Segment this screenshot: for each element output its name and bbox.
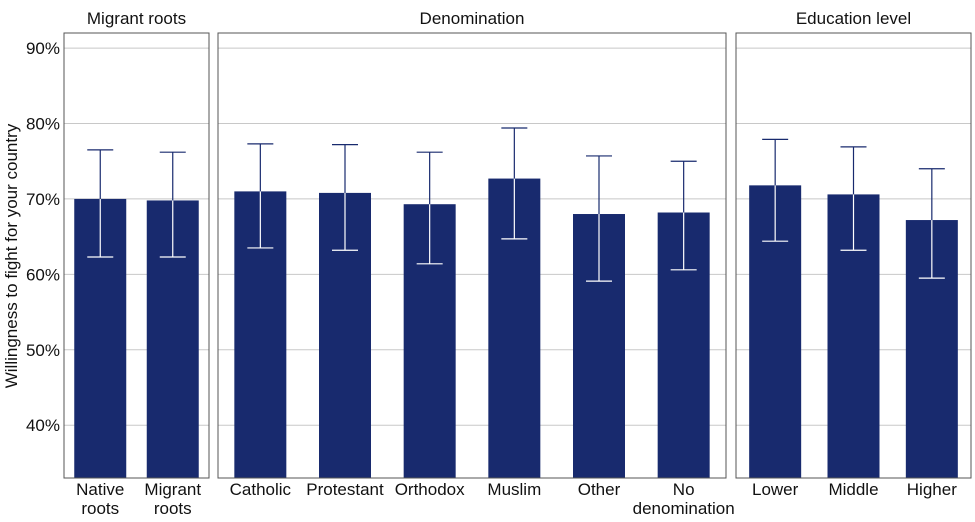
x-tick-label: Migrant — [144, 480, 201, 499]
x-tick-label: Muslim — [487, 480, 541, 499]
facet-panel: Education level Lower Middle Higher — [735, 9, 972, 499]
y-tick-label: 90% — [26, 39, 60, 58]
plot-area: 40%50%60%70%80%90%Migrant rootsNativeroo… — [26, 9, 972, 518]
facet-title: Denomination — [420, 9, 525, 28]
x-tick-label: Middle — [828, 480, 878, 499]
x-tick-label: roots — [81, 499, 119, 518]
x-tick-label: Orthodox — [395, 480, 465, 499]
panel-border — [217, 32, 727, 479]
y-tick-label: 50% — [26, 341, 60, 360]
y-tick-label: 60% — [26, 265, 60, 284]
facet-panel: Denomination Catholic Protestant Orthodox Mu… — [217, 9, 735, 518]
y-tick-label: 80% — [26, 115, 60, 134]
x-tick-label: No — [673, 480, 695, 499]
x-tick-label: Native — [76, 480, 124, 499]
x-tick-label: Protestant — [306, 480, 384, 499]
panel-border — [63, 32, 210, 479]
x-tick-label: Other — [578, 480, 621, 499]
x-tick-label: Higher — [907, 480, 957, 499]
y-axis-title: Willingness to fight for your country — [2, 123, 21, 388]
panel-border — [735, 32, 972, 479]
x-tick-label: denomination — [633, 499, 735, 518]
x-tick-label: roots — [154, 499, 192, 518]
x-tick-label: Catholic — [230, 480, 292, 499]
y-tick-label: 70% — [26, 190, 60, 209]
facet-title: Education level — [796, 9, 911, 28]
y-tick-label: 40% — [26, 416, 60, 435]
facet-title: Migrant roots — [87, 9, 186, 28]
x-tick-label: Lower — [752, 480, 799, 499]
